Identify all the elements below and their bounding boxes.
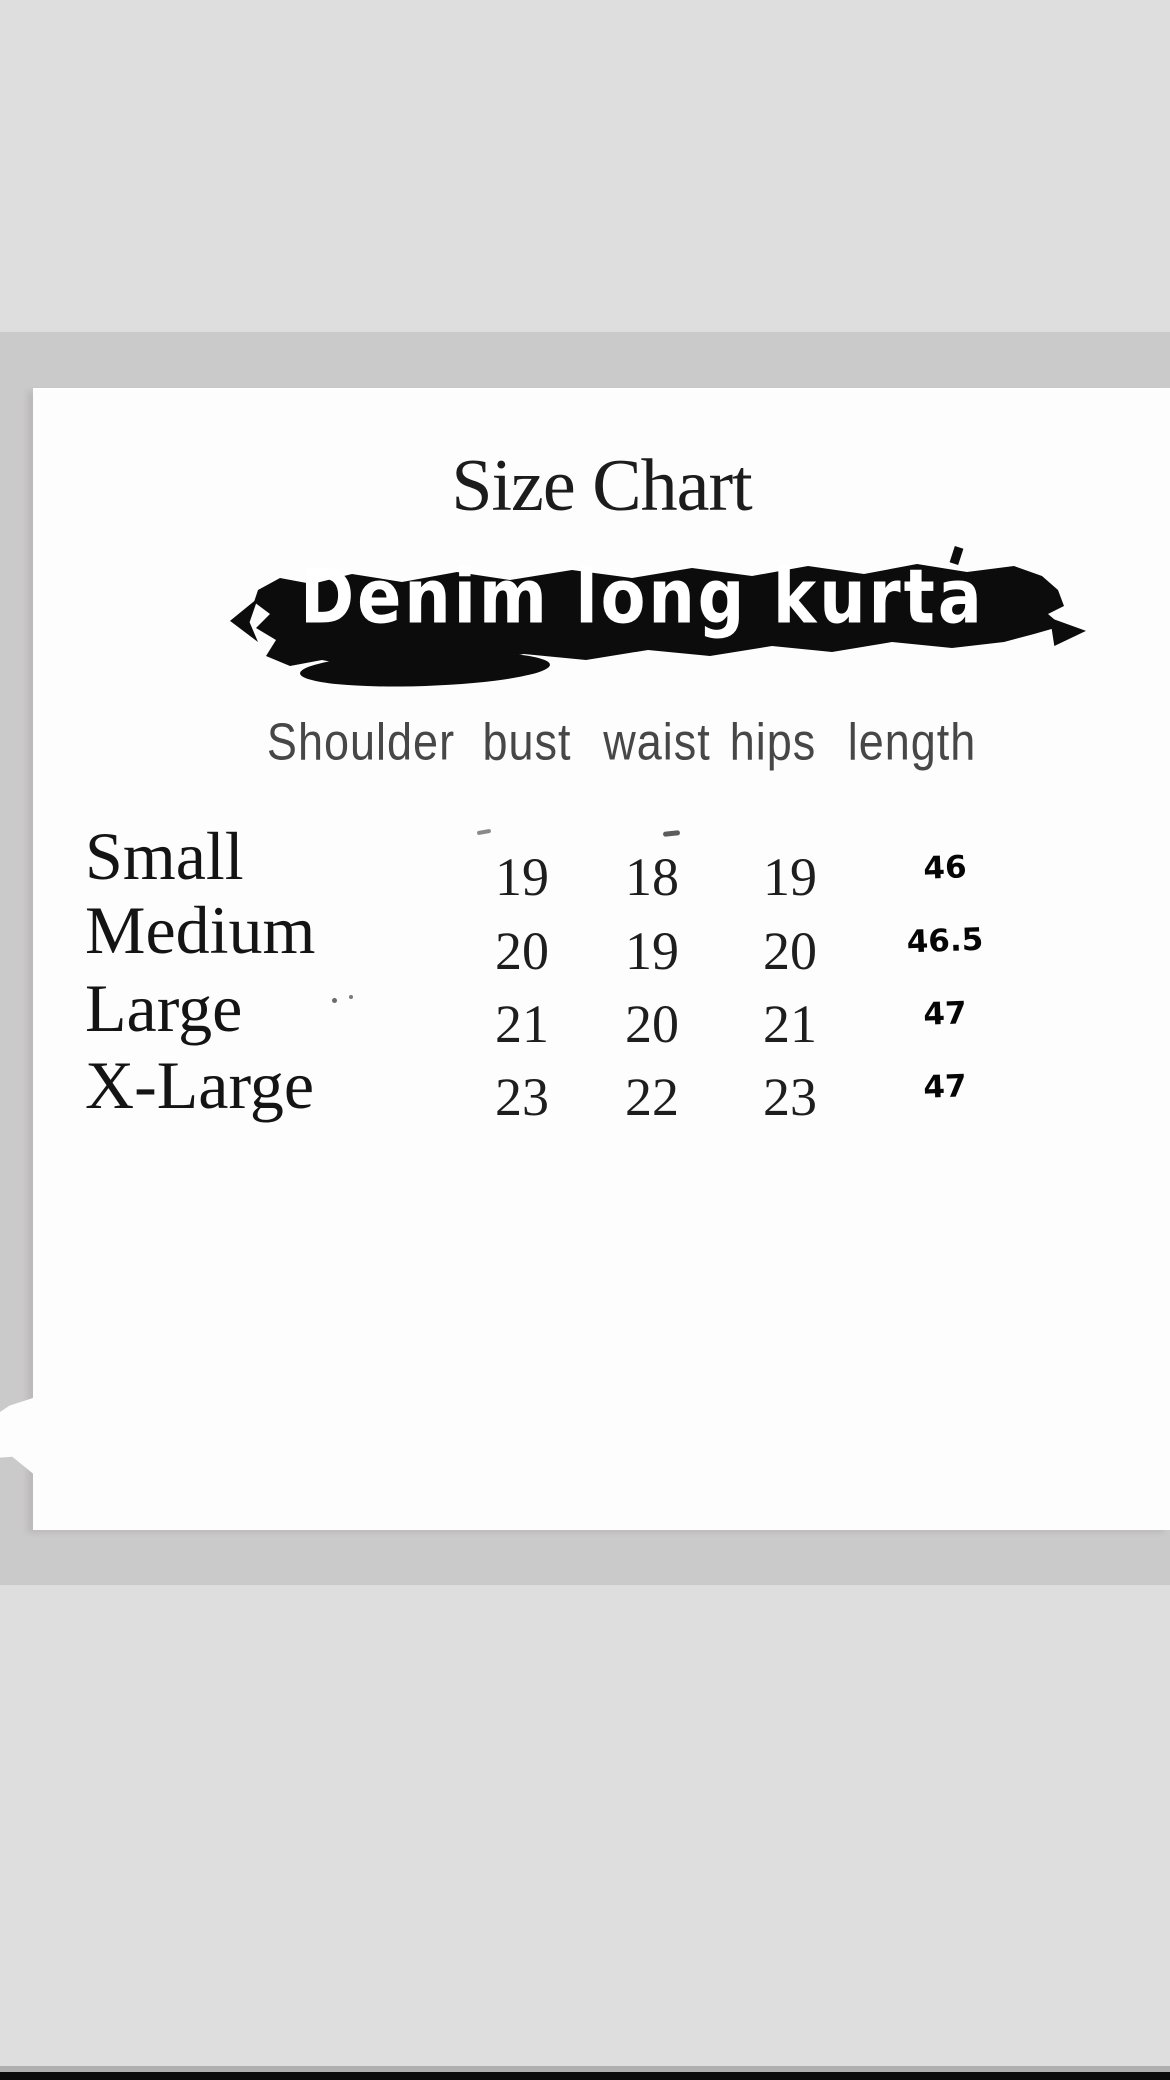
column-header-length: length (847, 712, 977, 772)
cell-waist: 18 (625, 847, 679, 907)
column-header-shoulder: Shoulder (266, 712, 456, 772)
size-label: Medium (85, 892, 316, 968)
cell-waist: 22 (625, 1067, 679, 1127)
size-label: Large (85, 970, 243, 1046)
cell-length: 47 (922, 995, 968, 1033)
cell-hips: 20 (763, 921, 817, 981)
size-chart-title: Size Chart (451, 445, 752, 527)
dot-artifact (332, 998, 337, 1003)
cell-length: 47 (922, 1068, 968, 1106)
cell-hips: 21 (763, 994, 817, 1054)
column-header-bust: bust (482, 712, 572, 772)
cell-length: 46.5 (906, 921, 984, 961)
column-header-waist: waist (603, 712, 711, 772)
cell-hips: 19 (763, 847, 817, 907)
cell-bust: 20 (495, 921, 549, 981)
cell-waist: 19 (625, 921, 679, 981)
cell-hips: 23 (763, 1067, 817, 1127)
product-name-label: Denim long kurta (300, 554, 985, 642)
cell-bust: 23 (495, 1067, 549, 1127)
bottom-black-bar (0, 2072, 1170, 2080)
size-label: Small (85, 818, 244, 894)
cell-waist: 20 (625, 994, 679, 1054)
size-label: X-Large (85, 1047, 315, 1123)
bottom-divider-line (0, 2066, 1170, 2072)
column-header-hips: hips (729, 712, 817, 772)
dot-artifact (349, 995, 353, 999)
cell-length: 46 (922, 849, 968, 887)
cell-bust: 19 (495, 847, 549, 907)
cell-bust: 21 (495, 994, 549, 1054)
